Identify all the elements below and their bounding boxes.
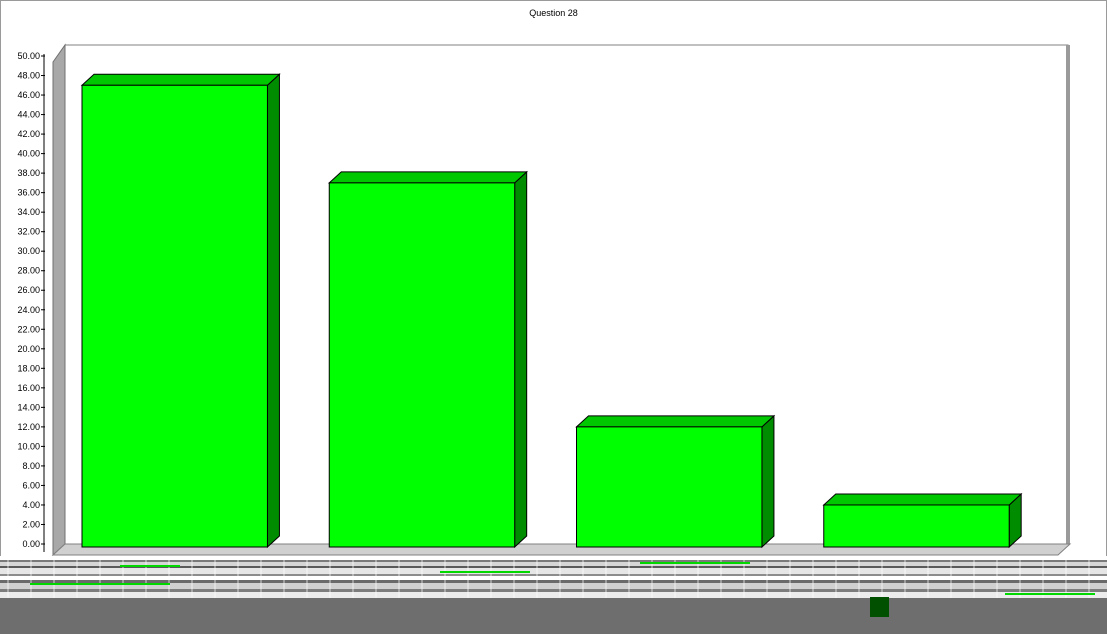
- y-tick-label: 32.00: [17, 227, 40, 237]
- bar-front: [81, 84, 268, 548]
- bar: [80, 73, 281, 549]
- y-tick-label: 20.00: [17, 344, 40, 354]
- y-tick-label: 50.00: [17, 51, 40, 61]
- y-tick-label: 2.00: [22, 519, 40, 529]
- bar: [822, 492, 1023, 549]
- y-tick-label: 36.00: [17, 188, 40, 198]
- bar: [575, 414, 776, 549]
- y-tick-label: 12.00: [17, 422, 40, 432]
- y-tick-label: 14.00: [17, 402, 40, 412]
- bar: [327, 170, 528, 549]
- dark-green-block: [870, 597, 889, 617]
- bar-front: [328, 182, 516, 548]
- left-side-wall: [52, 43, 66, 557]
- y-tick-label: 28.00: [17, 266, 40, 276]
- y-tick-label: 24.00: [17, 305, 40, 315]
- y-tick-label: 0.00: [22, 539, 40, 549]
- y-tick-label: 34.00: [17, 207, 40, 217]
- bar-side: [514, 170, 528, 549]
- bar-side: [761, 414, 775, 549]
- y-tick-label: 44.00: [17, 110, 40, 120]
- bar-front: [823, 504, 1010, 548]
- bottom-bar-artifact: [0, 598, 1107, 634]
- y-tick-label: 16.00: [17, 383, 40, 393]
- y-tick-label: 26.00: [17, 285, 40, 295]
- y-tick-label: 4.00: [22, 500, 40, 510]
- y-tick-label: 6.00: [22, 480, 40, 490]
- y-tick-label: 10.00: [17, 441, 40, 451]
- y-tick-label: 38.00: [17, 168, 40, 178]
- bar-front: [576, 426, 763, 548]
- bar-top: [575, 415, 776, 428]
- y-tick-label: 8.00: [22, 461, 40, 471]
- scanline-artifact: [0, 556, 1107, 598]
- y-tick-label: 46.00: [17, 90, 40, 100]
- chart-title: Question 28: [529, 8, 578, 18]
- y-tick-label: 40.00: [17, 149, 40, 159]
- chart-floor: [51, 543, 1072, 556]
- y-tick-label: 18.00: [17, 363, 40, 373]
- right-wall-edge: [1066, 45, 1070, 544]
- y-tick-label: 48.00: [17, 71, 40, 81]
- bar-top: [80, 73, 281, 86]
- bar-top: [822, 493, 1023, 506]
- bar-top: [327, 171, 528, 184]
- y-tick-label: 42.00: [17, 129, 40, 139]
- bar-side: [266, 73, 280, 549]
- y-tick-label: 30.00: [17, 246, 40, 256]
- y-tick-label: 22.00: [17, 324, 40, 334]
